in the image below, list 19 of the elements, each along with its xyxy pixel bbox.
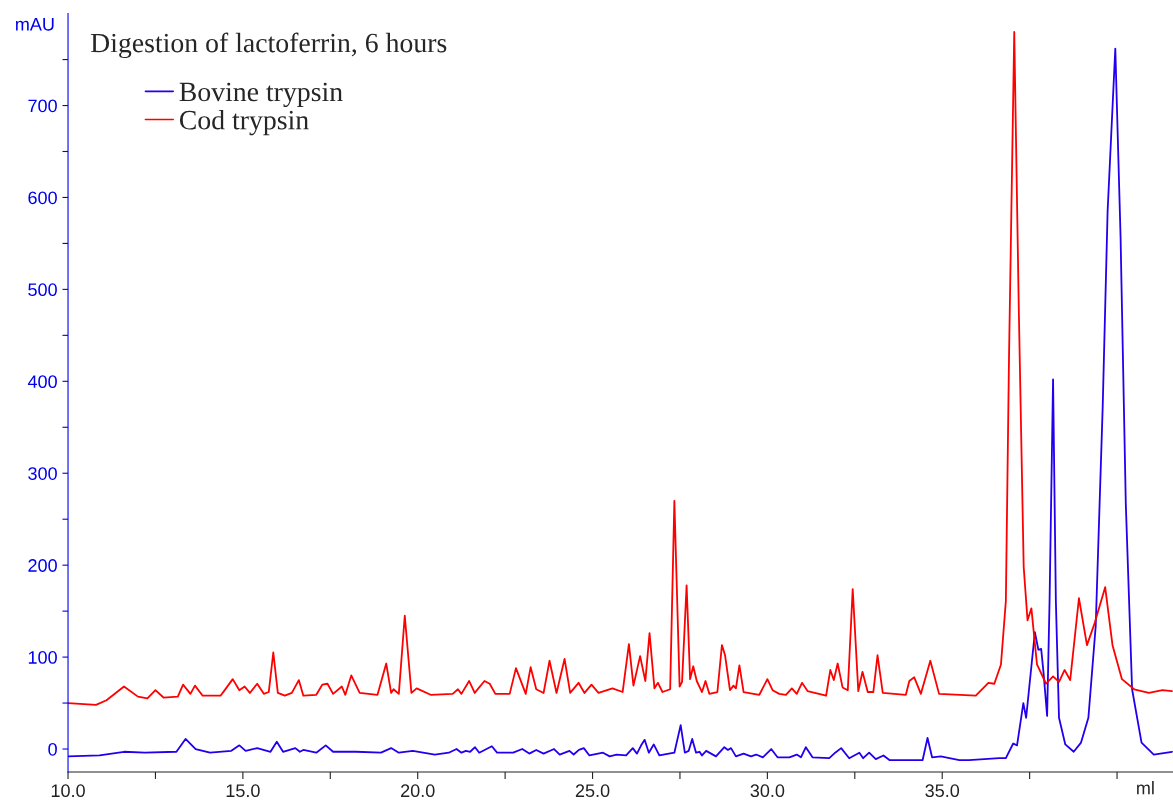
text: Digestion of lactoferrin, 6 hours xyxy=(90,32,447,59)
legend-label: Bovine trypsin xyxy=(179,82,343,108)
x-tick-label: 15.0 xyxy=(226,784,260,798)
y-tick-label: 100 xyxy=(28,651,57,664)
x-tick-label: 30.0 xyxy=(750,784,785,798)
x-axis-title: ml xyxy=(1137,781,1154,795)
y-tick-label: 300 xyxy=(28,467,57,480)
legend-label: Cod trypsin xyxy=(179,109,309,136)
x-tick-label: 10.0 xyxy=(51,784,85,798)
x-tick-label: 25.0 xyxy=(575,784,610,798)
x-tick-label: 35.0 xyxy=(925,784,960,798)
y-tick-label: 0 xyxy=(48,742,57,756)
y-axis-title: mAU xyxy=(16,18,54,31)
y-tick-label: 700 xyxy=(28,99,57,113)
y-tick-label: 400 xyxy=(27,375,57,389)
y-tick-label: 600 xyxy=(28,191,57,205)
x-tick-label: 20.0 xyxy=(401,784,435,798)
y-tick-label: 500 xyxy=(28,283,57,297)
y-tick-label: 200 xyxy=(28,559,57,572)
